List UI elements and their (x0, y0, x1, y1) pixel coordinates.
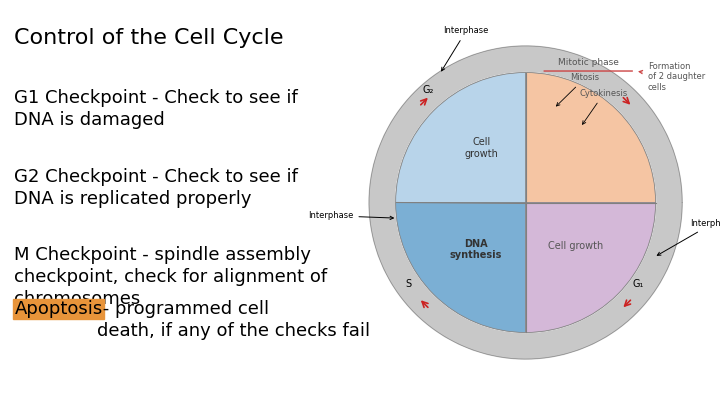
Text: G2 Checkpoint - Check to see if
DNA is replicated properly: G2 Checkpoint - Check to see if DNA is r… (14, 168, 298, 208)
Text: G₁: G₁ (633, 279, 644, 289)
Text: Apoptosis: Apoptosis (14, 300, 103, 318)
Text: DNA
synthesis: DNA synthesis (449, 239, 502, 260)
Circle shape (369, 46, 682, 359)
Text: Mitosis: Mitosis (557, 73, 600, 106)
Text: Cytokinesis: Cytokinesis (580, 89, 628, 124)
Text: Cell growth: Cell growth (548, 241, 603, 252)
Text: - programmed cell
death, if any of the checks fail: - programmed cell death, if any of the c… (97, 300, 370, 340)
Text: G1 Checkpoint - Check to see if
DNA is damaged: G1 Checkpoint - Check to see if DNA is d… (14, 89, 298, 129)
Text: M Checkpoint - spindle assembly
checkpoint, check for alignment of
chromosomes: M Checkpoint - spindle assembly checkpoi… (14, 246, 328, 309)
Text: Cell
growth: Cell growth (465, 137, 499, 158)
Wedge shape (526, 72, 655, 202)
Text: S: S (405, 279, 411, 289)
Wedge shape (396, 202, 526, 333)
Circle shape (396, 72, 655, 333)
Text: Formation
of 2 daughter
cells: Formation of 2 daughter cells (639, 62, 705, 92)
Wedge shape (526, 202, 655, 333)
Text: Interphase: Interphase (308, 211, 393, 220)
Text: Interphase: Interphase (657, 219, 720, 256)
Text: Mitotic phase: Mitotic phase (558, 58, 618, 67)
Wedge shape (396, 72, 526, 202)
Text: Control of the Cell Cycle: Control of the Cell Cycle (14, 28, 284, 48)
Text: G₂: G₂ (423, 85, 434, 95)
Text: Interphase: Interphase (441, 26, 489, 71)
